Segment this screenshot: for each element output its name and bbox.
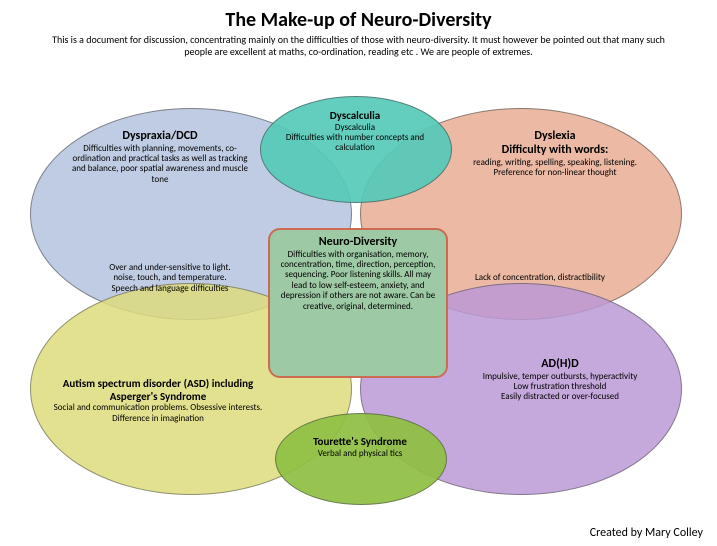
center-body: Difficulties with organisation, memory, … [278,250,438,312]
label-overlap-right: Lack of concentration, distractibility [475,273,605,283]
label-adhd-title: AD(H)D [470,358,650,372]
label-dyscalculia-title: Dyscalculia [280,110,430,123]
label-adhd-body: Impulsive, temper outbursts, hyperactivi… [470,372,650,403]
label-adhd: AD(H)D Impulsive, temper outbursts, hype… [470,358,650,403]
label-dyspraxia: Dyspraxia/DCD Difficulties with planning… [70,130,250,185]
label-asd-body: Social and communication problems. Obses… [48,403,268,424]
label-tourettes: Tourette's Syndrome Verbal and physical … [292,436,428,459]
label-asd: Autism spectrum disorder (ASD) including… [48,378,268,424]
label-overlap-right-body: Lack of concentration, distractibility [475,273,605,283]
label-dyslexia: Dyslexia Difficulty with words: reading,… [470,130,640,178]
label-tourettes-title: Tourette's Syndrome [292,436,428,449]
center-title: Neuro-Diversity [278,236,438,250]
page-subtitle: This is a document for discussion, conce… [40,34,677,58]
label-dyscalculia: Dyscalculia DyscalculiaDifficulties with… [280,110,430,154]
label-dyscalculia-body: DyscalculiaDifficulties with number conc… [280,123,430,154]
ellipse-tourettes [275,413,447,505]
label-overlap-left-body: Over and under-sensitive to light. noise… [100,263,240,294]
label-dyspraxia-title: Dyspraxia/DCD [70,130,250,144]
label-overlap-left: Over and under-sensitive to light. noise… [100,263,240,294]
label-dyslexia-title: Dyslexia [470,130,640,144]
label-dyspraxia-body: Difficulties with planning, movements, c… [70,144,250,185]
label-asd-title: Autism spectrum disorder (ASD) including… [48,378,268,403]
center-neurodiversity: Neuro-Diversity Difficulties with organi… [268,228,448,378]
venn-diagram: Neuro-Diversity Difficulties with organi… [0,58,717,538]
label-tourettes-body: Verbal and physical tics [292,449,428,459]
page-title: The Make-up of Neuro-Diversity [0,8,717,32]
label-dyslexia-body: reading, writing, spelling, speaking, li… [470,158,640,179]
label-dyslexia-title2: Difficulty with words: [470,144,640,158]
